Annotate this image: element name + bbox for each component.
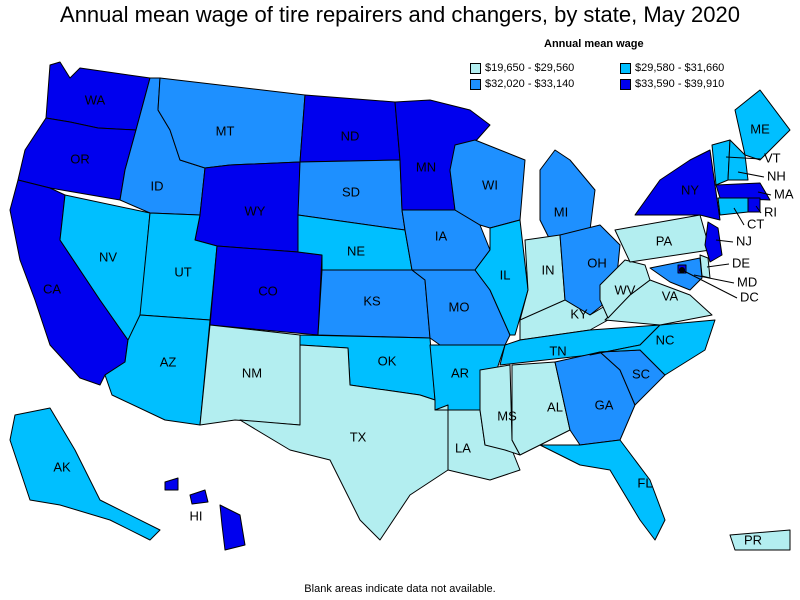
state-label-md: MD [737, 274, 757, 289]
leader-line-ri [755, 205, 762, 214]
leader-line-vt [725, 156, 762, 160]
state-label-mt: MT [216, 123, 235, 138]
legend-swatch [470, 62, 481, 74]
legend: Annual mean wage $19,650 - $29,560 $29,5… [470, 38, 790, 90]
leader-line-nh [737, 171, 765, 178]
state-label-ny: NY [681, 182, 699, 197]
state-label-wv: WV [615, 282, 636, 297]
legend-swatch [620, 62, 631, 74]
state-tx [239, 344, 449, 541]
state-label-ct: CT [747, 216, 764, 231]
state-nh [727, 139, 749, 181]
legend-label: $33,590 - $39,910 [635, 78, 725, 90]
state-label-nm: NM [242, 365, 262, 380]
state-label-co: CO [258, 283, 278, 298]
state-il [474, 219, 529, 336]
state-nc [589, 319, 716, 376]
state-vt [711, 139, 731, 186]
state-pr [729, 529, 791, 551]
state-label-nv: NV [99, 249, 117, 264]
legend-label: $29,580 - $31,660 [635, 62, 725, 74]
legend-swatch [620, 78, 631, 90]
state-label-sc: SC [632, 366, 650, 381]
legend-item-tier-4: $33,590 - $39,910 [620, 78, 780, 90]
state-label-ne: NE [347, 243, 365, 258]
state-label-ky: KY [570, 306, 588, 321]
state-label-tx: TX [350, 429, 367, 444]
leader-line-dc [681, 269, 738, 299]
state-label-sd: SD [342, 184, 360, 199]
state-label-wy: WY [245, 203, 266, 218]
state-label-vt: VT [764, 150, 781, 165]
state-label-wi: WI [482, 177, 498, 192]
state-fl [539, 439, 666, 541]
state-label-mn: MN [416, 159, 436, 174]
state-label-mo: MO [449, 299, 470, 314]
state-label-id: ID [151, 178, 164, 193]
state-ak [9, 407, 161, 541]
state-ms [479, 364, 521, 456]
state-label-de: DE [732, 255, 750, 270]
leader-line-nj [715, 239, 734, 243]
state-label-ri: RI [764, 204, 777, 219]
leader-line-ct [733, 207, 745, 226]
state-label-nd: ND [341, 128, 360, 143]
leader-line-md [693, 274, 735, 284]
state-label-pa: PA [656, 233, 673, 248]
state-wv [599, 259, 651, 319]
state-label-ks: KS [363, 293, 381, 308]
state-label-in: IN [542, 262, 555, 277]
legend-swatch [470, 78, 481, 90]
state-label-fl: FL [637, 475, 652, 490]
state-label-ak: AK [53, 459, 71, 474]
legend-item-tier-1: $19,650 - $29,560 [470, 62, 620, 74]
state-label-ma: MA [774, 186, 794, 201]
legend-item-tier-3: $32,020 - $33,140 [470, 78, 620, 90]
state-label-ia: IA [435, 228, 448, 243]
state-label-nh: NH [767, 168, 786, 183]
state-label-al: AL [547, 399, 563, 414]
map-title: Annual mean wage of tire repairers and c… [60, 2, 740, 27]
state-label-la: LA [455, 440, 471, 455]
state-label-pr: PR [744, 532, 762, 547]
state-me [734, 89, 791, 161]
state-label-tn: TN [549, 343, 566, 358]
legend-label: $32,020 - $33,140 [485, 78, 575, 90]
state-label-wa: WA [85, 92, 106, 107]
state-md [649, 257, 703, 291]
state-hi [164, 477, 246, 551]
state-label-az: AZ [160, 354, 177, 369]
state-label-dc: DC [740, 289, 759, 304]
state-label-oh: OH [587, 255, 607, 270]
state-label-me: ME [750, 121, 770, 136]
legend-label: $19,650 - $29,560 [485, 62, 575, 74]
leader-line-de [706, 263, 730, 268]
state-mi [539, 149, 596, 241]
state-label-ms: MS [497, 408, 517, 423]
state-label-ca: CA [43, 281, 61, 296]
state-label-nc: NC [656, 332, 675, 347]
state-label-ok: OK [378, 353, 397, 368]
state-label-hi: HI [190, 508, 203, 523]
footnote: Blank areas indicate data not available. [304, 583, 496, 595]
state-label-ut: UT [174, 264, 191, 279]
state-label-or: OR [70, 151, 90, 166]
state-nj [704, 221, 723, 263]
state-label-ar: AR [451, 365, 469, 380]
leader-line-ma [757, 191, 772, 196]
state-label-va: VA [662, 288, 679, 303]
state-ct [717, 197, 749, 216]
state-label-nj: NJ [736, 233, 752, 248]
state-label-mi: MI [554, 204, 568, 219]
state-label-ga: GA [595, 397, 614, 412]
legend-item-tier-2: $29,580 - $31,660 [620, 62, 780, 74]
state-ma [715, 182, 771, 201]
state-label-il: IL [500, 267, 511, 282]
legend-title: Annual mean wage [544, 38, 644, 50]
state-ny [634, 149, 721, 221]
dc-marker [679, 267, 685, 273]
